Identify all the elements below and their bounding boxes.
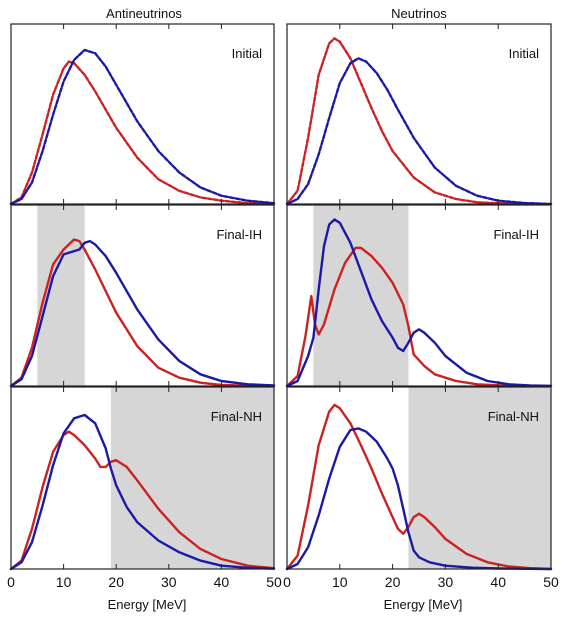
series-line-blue <box>285 218 553 388</box>
panel-antineutrinos-initial: Initial <box>9 23 276 206</box>
x-axis-label-left: Energy [MeV] <box>107 597 187 612</box>
x-tick-label: 40 <box>490 574 506 590</box>
column-title-antineutrinos: Antineutrinos <box>106 6 182 21</box>
panel-frame <box>10 386 275 570</box>
panel-antineutrinos-final-ih: Final-IH <box>9 204 276 388</box>
x-tick-label: 50 <box>543 574 559 590</box>
panel-antineutrinos-final-nh: Final-NH 0 10 20 30 40 50 <box>7 386 282 590</box>
x-tick-label: 30 <box>438 574 454 590</box>
x-tick-label: 10 <box>332 574 348 590</box>
panel-frame <box>286 23 552 205</box>
panel-label: Final-IH <box>493 227 539 242</box>
column-title-neutrinos: Neutrinos <box>391 6 447 21</box>
panel-frame <box>10 23 275 205</box>
panel-frame <box>286 204 552 387</box>
series-line-red <box>285 403 553 571</box>
series-line-red <box>9 60 276 206</box>
x-tick-label: 30 <box>161 574 177 590</box>
x-tick-label: 20 <box>108 574 124 590</box>
panel-label: Final-NH <box>488 409 539 424</box>
panel-neutrinos-initial: Initial <box>285 23 553 206</box>
series-line-red <box>9 430 276 571</box>
panel-label: Initial <box>509 46 539 61</box>
shaded-region <box>313 205 409 386</box>
series-line-blue <box>285 427 553 571</box>
x-tick-label: 40 <box>214 574 230 590</box>
x-axis-label-right: Energy [MeV] <box>383 597 463 612</box>
x-tick-label: 0 <box>283 574 291 590</box>
series-line-red <box>285 37 553 206</box>
x-tick-label: 20 <box>385 574 401 590</box>
panel-label: Initial <box>232 46 262 61</box>
shaded-region <box>408 387 551 569</box>
x-tick-label: 0 <box>7 574 15 590</box>
x-tick-label: 50 <box>266 574 282 590</box>
series-line-red <box>9 238 276 388</box>
shaded-region <box>110 387 274 569</box>
panel-frame <box>10 204 275 387</box>
x-tick-label: 10 <box>56 574 72 590</box>
series-line-blue <box>9 413 276 571</box>
panel-neutrinos-final-nh: Final-NH 0 10 20 30 40 50 <box>283 386 559 590</box>
panel-label: Final-NH <box>211 409 262 424</box>
series-line-blue <box>9 239 276 388</box>
panel-neutrinos-final-ih: Final-IH <box>285 204 553 388</box>
panel-label: Final-IH <box>216 227 262 242</box>
series-line-blue <box>9 48 276 206</box>
panel-frame <box>286 386 552 570</box>
series-line-blue <box>285 57 553 206</box>
